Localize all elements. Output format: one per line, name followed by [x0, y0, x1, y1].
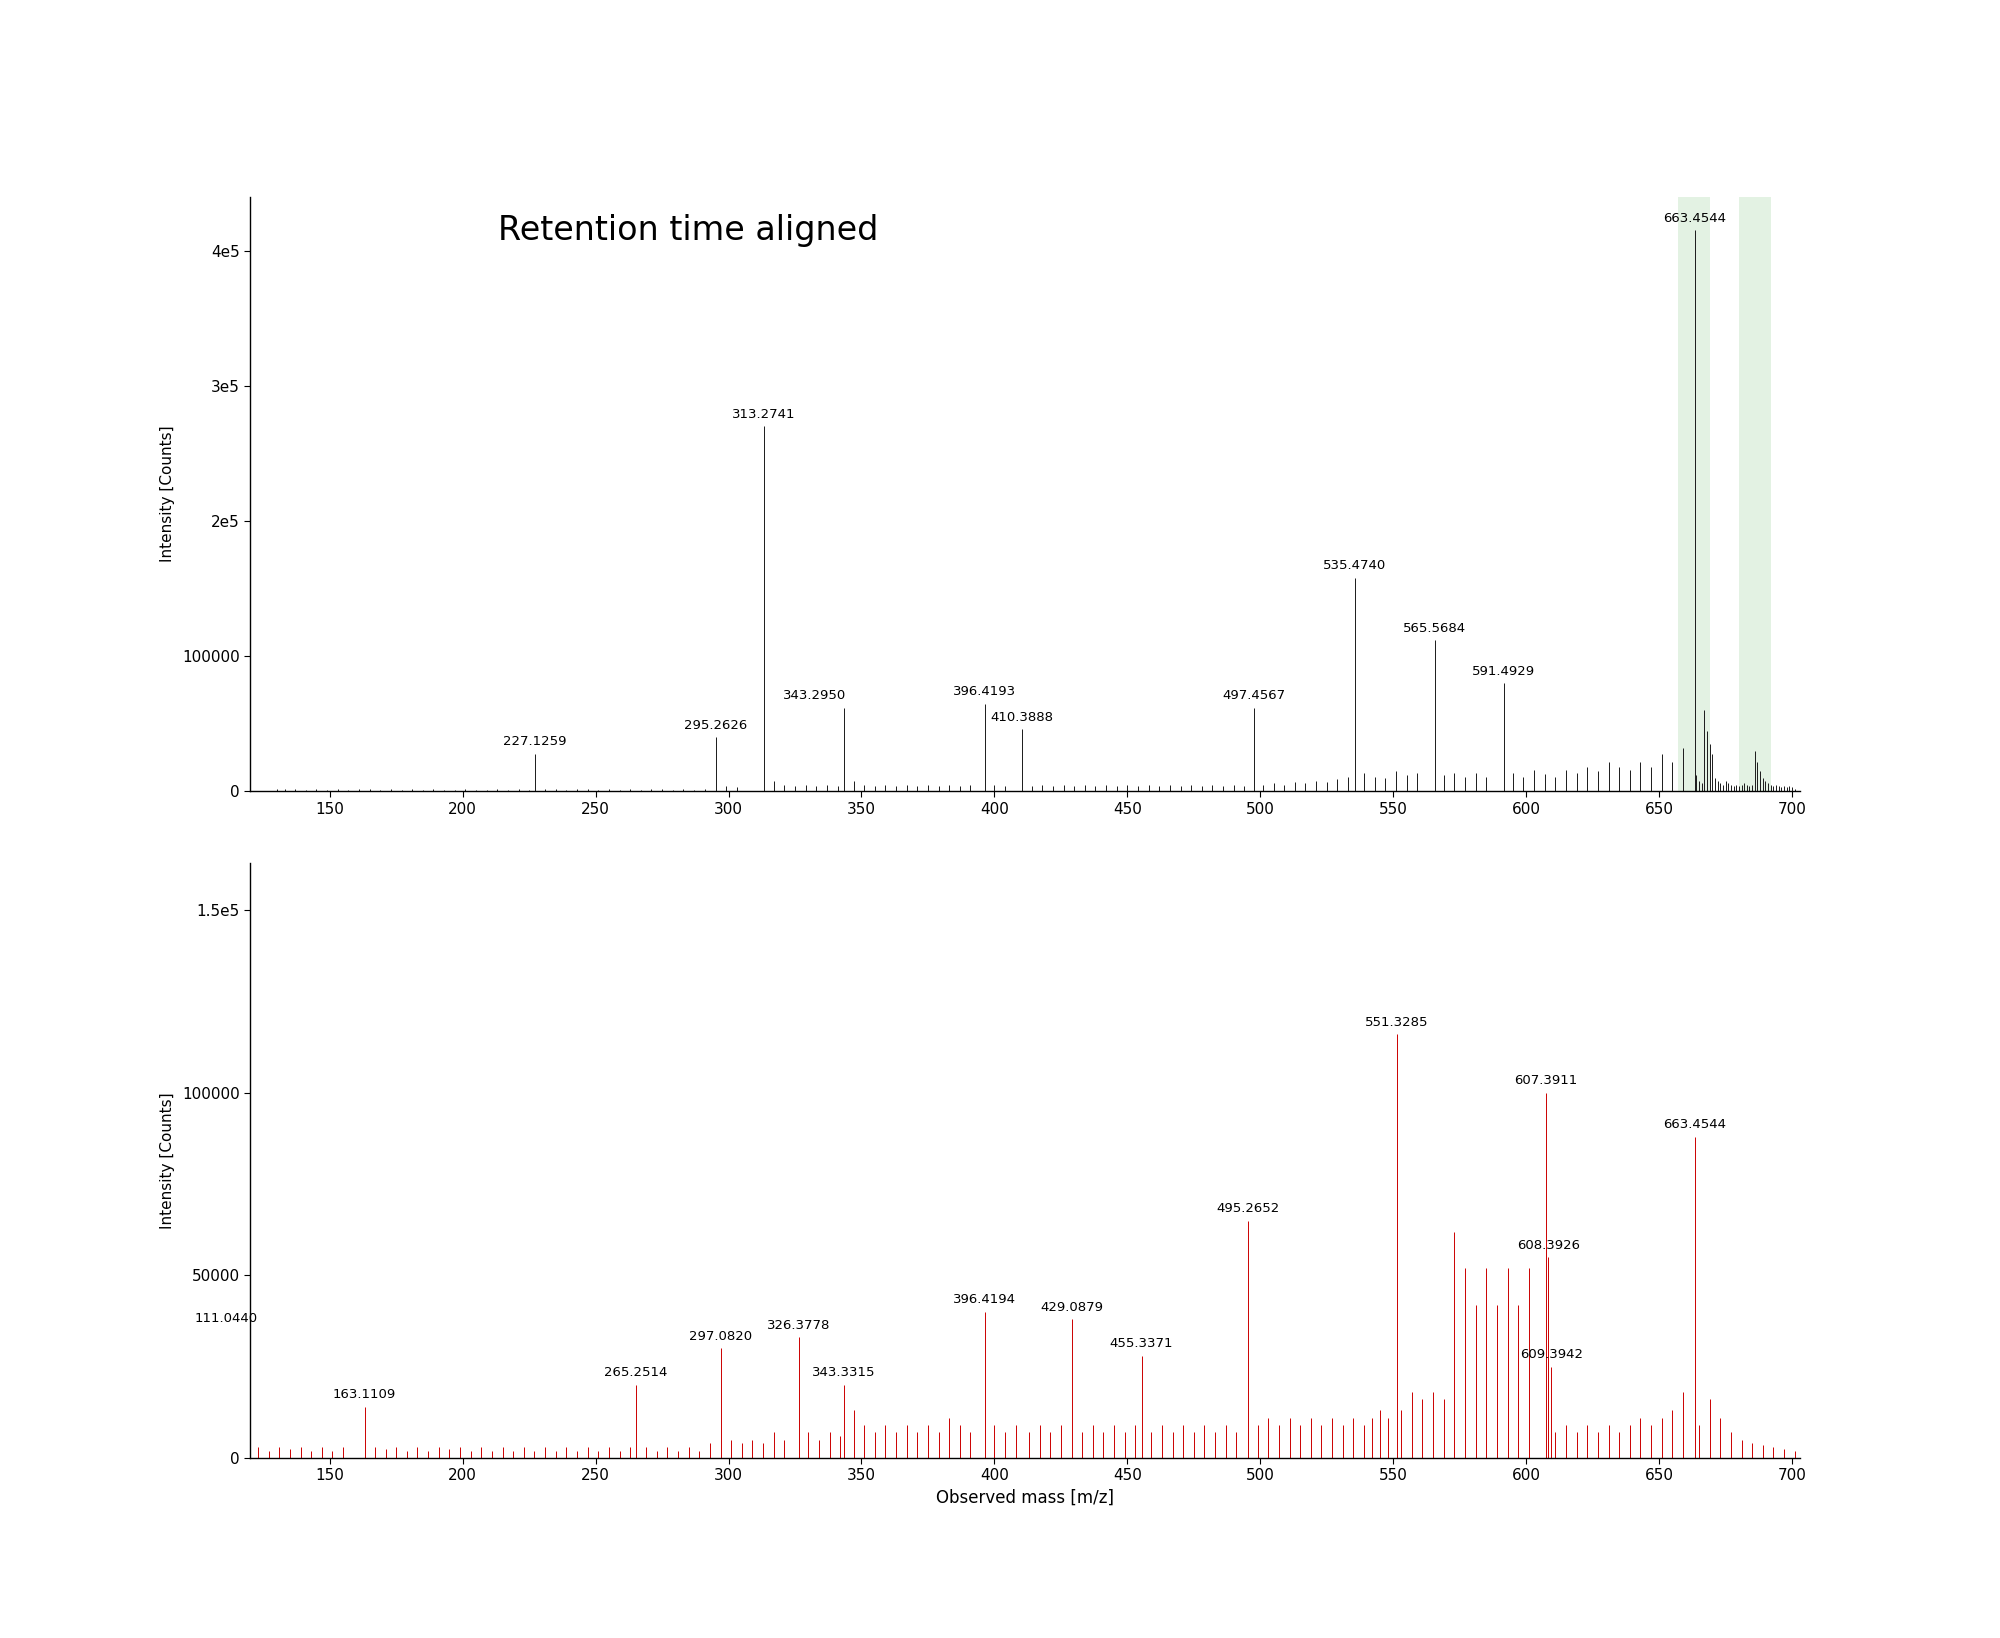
Bar — [1678, 197, 1710, 791]
Text: 607.3911: 607.3911 — [1514, 1075, 1578, 1088]
Text: 343.3315: 343.3315 — [812, 1366, 876, 1379]
Text: 111.0440: 111.0440 — [194, 1312, 258, 1325]
Text: 326.3778: 326.3778 — [768, 1319, 830, 1332]
Text: 396.4194: 396.4194 — [954, 1294, 1016, 1307]
Text: 609.3942: 609.3942 — [1520, 1348, 1582, 1361]
Text: 163.1109: 163.1109 — [332, 1389, 396, 1400]
Y-axis label: Intensity [Counts]: Intensity [Counts] — [160, 1093, 174, 1228]
Text: 495.2652: 495.2652 — [1216, 1202, 1280, 1215]
Text: 455.3371: 455.3371 — [1110, 1337, 1174, 1350]
X-axis label: Observed mass [m/z]: Observed mass [m/z] — [936, 1489, 1114, 1507]
Text: 410.3888: 410.3888 — [990, 711, 1054, 724]
Text: 297.0820: 297.0820 — [690, 1330, 752, 1343]
Text: 396.4193: 396.4193 — [954, 685, 1016, 698]
Text: 535.4740: 535.4740 — [1322, 560, 1386, 572]
Text: 295.2626: 295.2626 — [684, 719, 748, 732]
Text: 429.0879: 429.0879 — [1040, 1301, 1104, 1314]
Text: 313.2741: 313.2741 — [732, 408, 796, 421]
Text: 551.3285: 551.3285 — [1366, 1016, 1428, 1029]
Text: 565.5684: 565.5684 — [1404, 622, 1466, 634]
Text: 663.4544: 663.4544 — [1664, 1119, 1726, 1132]
Text: 608.3926: 608.3926 — [1516, 1238, 1580, 1251]
Bar — [1738, 197, 1770, 791]
Text: 591.4929: 591.4929 — [1472, 665, 1536, 678]
Text: 663.4544: 663.4544 — [1664, 211, 1726, 224]
Text: 265.2514: 265.2514 — [604, 1366, 668, 1379]
Text: 497.4567: 497.4567 — [1222, 690, 1286, 703]
Text: 227.1259: 227.1259 — [504, 735, 566, 749]
Text: Retention time aligned: Retention time aligned — [498, 215, 878, 247]
Text: 343.2950: 343.2950 — [784, 690, 846, 703]
Y-axis label: Intensity [Counts]: Intensity [Counts] — [160, 426, 174, 562]
